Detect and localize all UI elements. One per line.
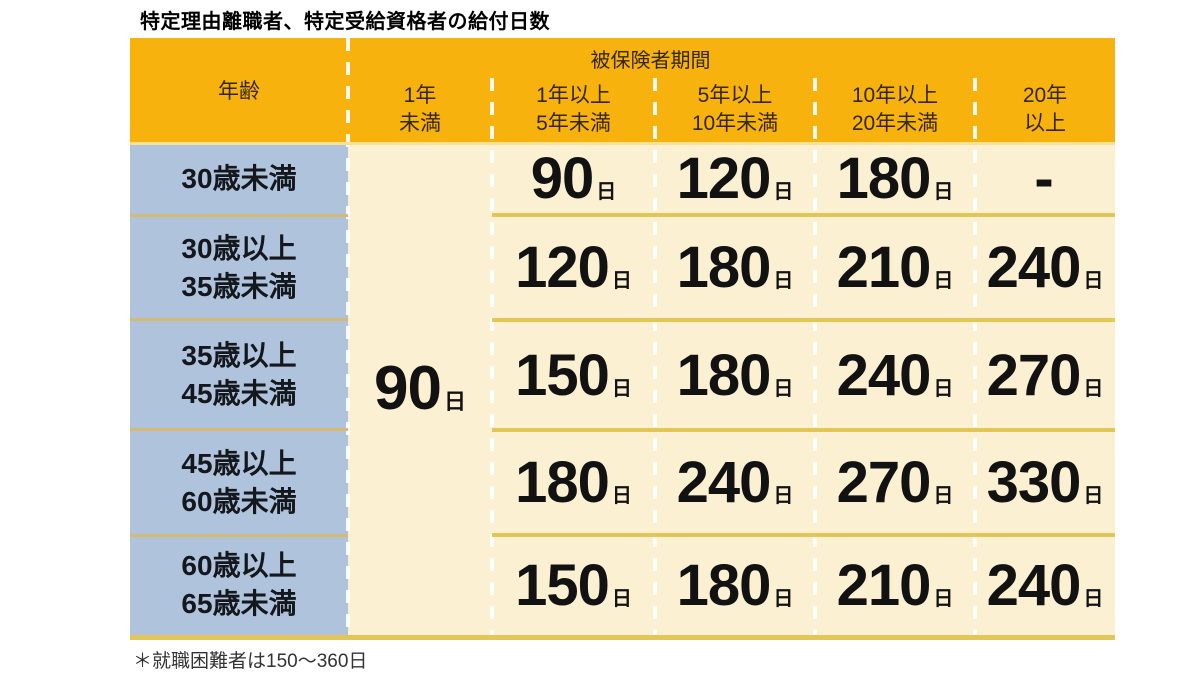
row-divider — [492, 533, 1115, 537]
days-value: 180 — [676, 342, 772, 408]
age-row-header: 60歳以上 65歳未満 — [130, 535, 348, 635]
days-value: 180 — [676, 552, 772, 618]
days-value: 240 — [836, 342, 932, 408]
benefit-days-cell: 90 日 — [492, 142, 655, 215]
benefit-days-cell: 240 日 — [815, 320, 975, 430]
period-column-header: 1年以上 5年未満 — [492, 78, 655, 142]
days-unit: 日 — [1083, 270, 1104, 292]
days-unit: 日 — [773, 270, 794, 292]
benefit-days-cell: 120 日 — [655, 142, 815, 215]
days-unit: 日 — [1083, 587, 1104, 610]
age-row-header: 45歳以上 60歳未満 — [130, 430, 348, 535]
days-value: 180 — [676, 235, 772, 300]
benefit-days-cell: 180 日 — [655, 535, 815, 635]
period-column-header: 20年 以上 — [975, 78, 1115, 142]
days-unit: 日 — [611, 485, 632, 507]
benefit-days-cell: 180 日 — [655, 320, 815, 430]
days-unit: 日 — [933, 377, 954, 400]
page-title: 特定理由離職者、特定受給資格者の給付日数 — [140, 11, 550, 33]
days-unit: 日 — [933, 181, 954, 203]
column-divider-dashed — [973, 78, 977, 635]
benefit-days-cell: 180 日 — [815, 142, 975, 215]
days-value: 90 — [374, 354, 442, 423]
days-unit: 日 — [773, 485, 794, 507]
footnote: ＊就職困難者は150〜360日 — [133, 651, 368, 672]
column-divider-dashed — [813, 78, 817, 635]
benefit-days-cell: 120 日 — [492, 215, 655, 320]
benefit-days-cell: 150 日 — [492, 535, 655, 635]
benefit-days-cell: 150 日 — [492, 320, 655, 430]
column-divider-dashed — [653, 78, 657, 635]
days-value: 270 — [986, 342, 1082, 408]
days-value: 270 — [836, 450, 932, 515]
days-value: 330 — [986, 450, 1082, 515]
benefit-days-cell: 180 日 — [492, 430, 655, 535]
days-value: 210 — [836, 552, 932, 618]
days-unit: 日 — [611, 587, 632, 610]
age-row-header: 30歳未満 — [130, 142, 348, 215]
days-unit: 日 — [773, 181, 794, 203]
insured-period-group-header: 被保険者期間 — [348, 38, 1115, 78]
benefit-days-cell: 240 日 — [975, 215, 1115, 320]
days-value: 120 — [515, 235, 610, 300]
period-column-header: 1年 未満 — [348, 78, 492, 142]
row-divider — [130, 534, 348, 537]
age-row-header: 30歳以上 35歳未満 — [130, 215, 348, 320]
days-value: 150 — [515, 552, 610, 618]
benefit-days-cell: 210 日 — [815, 215, 975, 320]
column-divider-dashed — [490, 78, 494, 635]
days-unit: 日 — [611, 270, 632, 292]
days-value-wrap: 90 日 — [374, 353, 466, 424]
benefit-days-cell: 240 日 — [655, 430, 815, 535]
days-value: 180 — [836, 146, 932, 211]
benefit-days-cell: 330 日 — [975, 430, 1115, 535]
age-column-header: 年齢 — [130, 38, 348, 142]
benefit-days-cell: 270 日 — [815, 430, 975, 535]
days-value: 120 — [676, 146, 772, 211]
days-value: 210 — [836, 235, 932, 300]
period-column-header: 10年以上 20年未満 — [815, 78, 975, 142]
benefit-days-cell: 180 日 — [655, 215, 815, 320]
days-unit: 日 — [1083, 485, 1104, 507]
days-unit: 日 — [933, 270, 954, 292]
benefit-days-cell-merged: 90 日 — [348, 142, 492, 635]
row-divider — [492, 213, 1115, 217]
days-unit: 日 — [443, 389, 466, 414]
row-divider — [130, 214, 348, 217]
row-divider — [492, 318, 1115, 322]
days-value: 90 — [530, 146, 595, 211]
benefit-days-cell: 240 日 — [975, 535, 1115, 635]
period-column-header: 5年以上 10年未満 — [655, 78, 815, 142]
header-bottom-edge — [130, 142, 1115, 145]
days-value: - — [1034, 146, 1053, 211]
days-unit: 日 — [596, 181, 617, 203]
row-divider — [492, 428, 1115, 432]
age-row-header: 35歳以上 45歳未満 — [130, 320, 348, 430]
row-divider — [130, 318, 348, 321]
days-unit: 日 — [1083, 377, 1104, 400]
days-value: 240 — [986, 235, 1082, 300]
days-value: 150 — [515, 342, 610, 408]
days-value: 240 — [986, 552, 1082, 618]
days-unit: 日 — [933, 485, 954, 507]
benefit-days-cell: - — [975, 142, 1115, 215]
days-unit: 日 — [773, 587, 794, 610]
days-unit: 日 — [611, 377, 632, 400]
benefit-days-cell: 210 日 — [815, 535, 975, 635]
row-divider — [130, 428, 348, 431]
days-value: 180 — [515, 450, 610, 515]
benefit-days-cell: 270 日 — [975, 320, 1115, 430]
benefit-days-table: 年齢 被保険者期間 1年 未満 1年以上 5年未満 5年以上 10年未満 10年… — [130, 38, 1115, 640]
days-value: 240 — [676, 450, 772, 515]
column-divider-dashed — [346, 38, 350, 635]
days-unit: 日 — [773, 377, 794, 400]
days-unit: 日 — [933, 587, 954, 610]
